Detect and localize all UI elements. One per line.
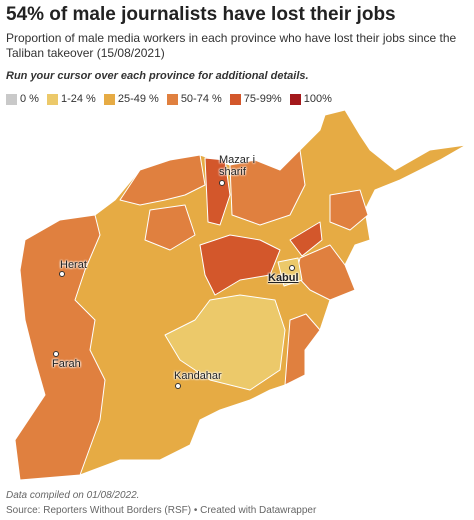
city-dot — [53, 351, 59, 357]
province[interactable] — [289, 221, 323, 257]
legend-label: 50-74 % — [180, 93, 222, 105]
province[interactable] — [14, 214, 106, 481]
province[interactable] — [329, 189, 369, 231]
legend-label: 100% — [303, 93, 332, 105]
legend-swatch — [103, 93, 115, 105]
legend-item: 25-49 % — [103, 93, 159, 105]
province[interactable] — [204, 157, 231, 226]
legend-label: 1-24 % — [60, 93, 96, 105]
legend-swatch — [46, 93, 58, 105]
subtitle: Proportion of male media workers in each… — [6, 31, 457, 60]
city-dot — [289, 265, 295, 271]
instruction: Run your cursor over each province for a… — [6, 70, 309, 82]
city-dot — [219, 180, 225, 186]
city-dot — [59, 271, 65, 277]
footer-note: Data compiled on 01/08/2022. — [6, 490, 140, 501]
province[interactable] — [119, 154, 206, 206]
city-label: Herat — [60, 259, 87, 271]
legend-label: 0 % — [20, 93, 39, 105]
province[interactable] — [277, 257, 303, 287]
legend-item: 1-24 % — [46, 93, 96, 105]
city-label: Kabul — [268, 272, 299, 284]
footer-source: Source: Reporters Without Borders (RSF) … — [6, 505, 317, 516]
legend-label: 75-99% — [243, 93, 282, 105]
legend-item: 0 % — [6, 93, 39, 105]
legend-item: 75-99% — [229, 93, 282, 105]
legend-item: 50-74 % — [166, 93, 222, 105]
legend-swatch — [166, 93, 178, 105]
city-label: Farah — [52, 358, 81, 370]
legend-item: 100% — [289, 93, 332, 105]
legend-swatch — [6, 93, 17, 105]
city-dot — [175, 383, 181, 389]
legend-swatch — [229, 93, 241, 105]
legend-label: 25-49 % — [117, 93, 159, 105]
province[interactable] — [229, 149, 306, 226]
province[interactable] — [144, 204, 196, 251]
city-label: Mazar i sharif — [219, 154, 256, 178]
city-label: Kandahar — [174, 370, 222, 382]
province[interactable] — [284, 313, 321, 386]
province[interactable] — [199, 234, 281, 296]
province[interactable] — [164, 294, 286, 391]
legend: 0 % 1-24 % 25-49 % 50-74 % 75-99% 100% — [6, 93, 332, 105]
title: 54% of male journalists have lost their … — [6, 4, 396, 25]
legend-swatch — [289, 93, 301, 105]
